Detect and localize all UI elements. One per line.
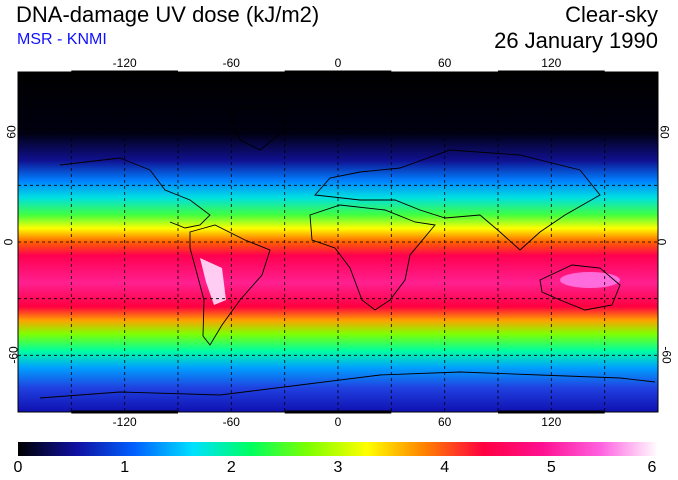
colorbar-label-4: 4 <box>440 459 450 476</box>
colorbar-label-3: 3 <box>333 459 343 476</box>
date-label: 26 January 1990 <box>494 28 658 53</box>
peak-dose-south-america <box>200 258 226 305</box>
lat-tick-right-m60: -60 <box>659 346 674 364</box>
lon-tick-top-120: 120 <box>541 56 562 70</box>
lon-tick-bottom-m120: -120 <box>112 415 137 429</box>
sky-condition-label: Clear-sky <box>565 2 658 27</box>
graticule <box>18 72 658 412</box>
coastlines <box>39 104 656 399</box>
coast-south-america <box>189 224 271 346</box>
peak-dose-australia <box>560 272 620 288</box>
coast-africa <box>309 204 436 311</box>
colorbar-label-0: 0 <box>13 459 23 476</box>
colorbar-label-6: 6 <box>647 459 657 476</box>
lat-tick-left-0: 0 <box>1 238 16 246</box>
lon-tick-top-m60: -60 <box>222 56 240 70</box>
color-scale-bar <box>18 442 658 456</box>
lon-tick-top-60: 60 <box>438 56 452 70</box>
lon-tick-bottom-0: 0 <box>334 415 342 429</box>
coast-greenland <box>229 104 286 151</box>
colorbar-label-1: 1 <box>120 459 130 476</box>
frame-ticks <box>71 70 605 414</box>
lon-tick-bottom-60: 60 <box>438 415 452 429</box>
colorbar-label-5: 5 <box>546 459 556 476</box>
map-title: DNA-damage UV dose (kJ/m2) <box>16 2 320 27</box>
lat-tick-left-60: 60 <box>4 125 19 139</box>
lat-tick-left-m60: -60 <box>6 346 21 364</box>
lon-tick-bottom-120: 120 <box>541 415 562 429</box>
lat-tick-right-60: 60 <box>657 125 672 139</box>
lon-tick-top-0: 0 <box>334 56 342 70</box>
coast-antarctica <box>39 371 656 399</box>
lon-tick-top-m120: -120 <box>112 56 137 70</box>
coast-europe-asia <box>314 149 601 251</box>
map-subtitle: MSR - KNMI <box>17 31 107 48</box>
coast-north-america <box>59 157 211 229</box>
lon-tick-bottom-m60: -60 <box>222 415 240 429</box>
colorbar-label-2: 2 <box>226 459 236 476</box>
coast-australia <box>539 264 621 311</box>
lat-tick-right-0: 0 <box>654 238 669 246</box>
